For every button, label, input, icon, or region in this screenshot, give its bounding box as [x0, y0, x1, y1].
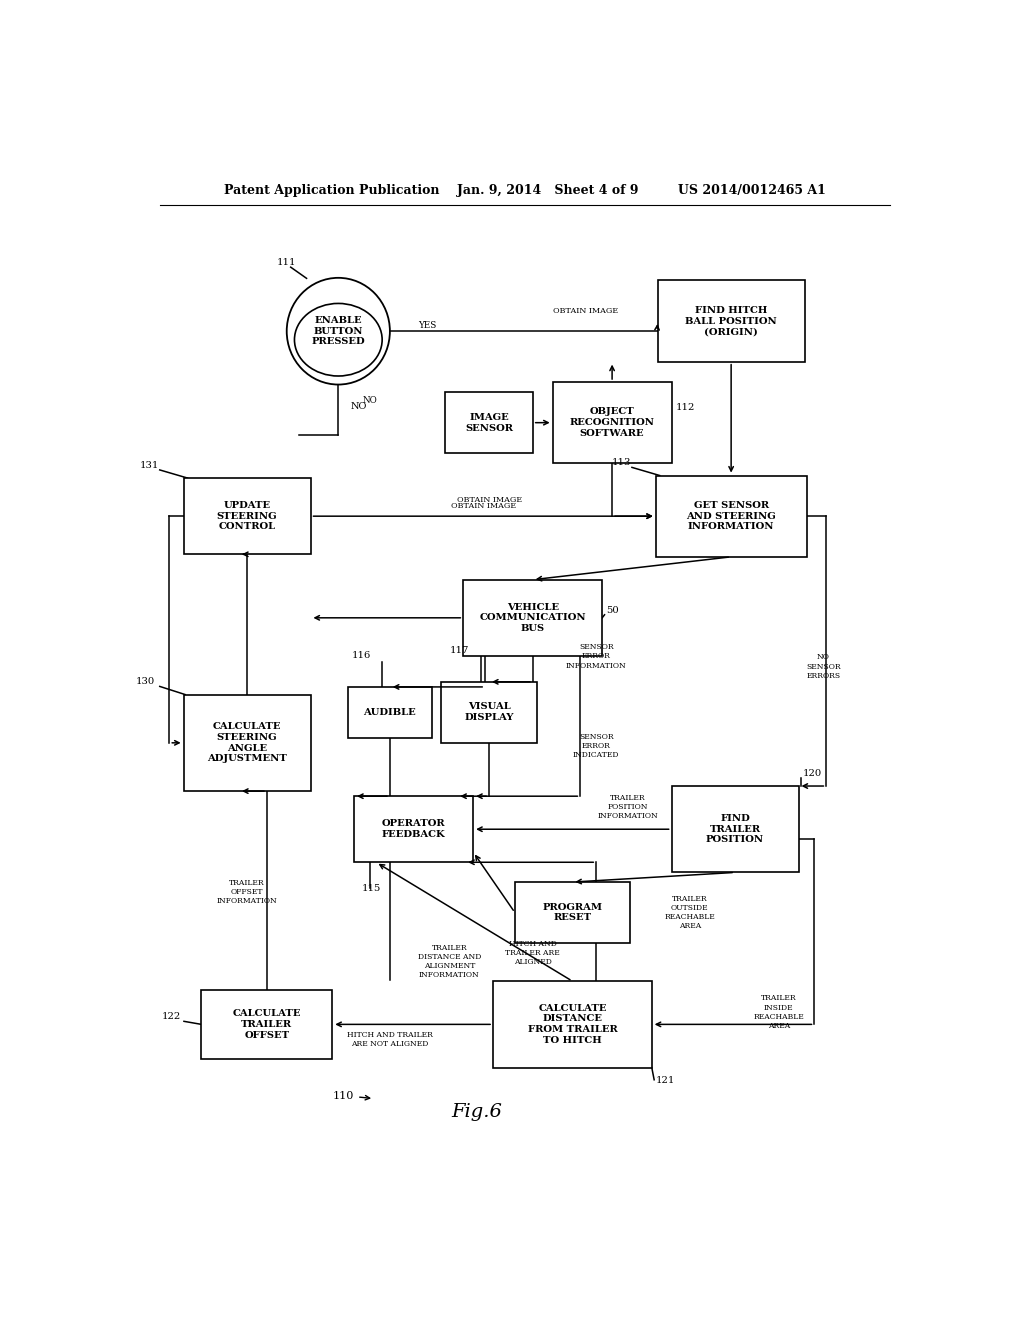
Text: OPERATOR
FEEDBACK: OPERATOR FEEDBACK	[382, 820, 445, 840]
Text: IMAGE
SENSOR: IMAGE SENSOR	[465, 413, 513, 433]
Text: CALCULATE
TRAILER
OFFSET: CALCULATE TRAILER OFFSET	[232, 1008, 301, 1040]
Text: SENSOR
ERROR
INDICATED: SENSOR ERROR INDICATED	[573, 733, 620, 759]
Text: OBTAIN IMAGE: OBTAIN IMAGE	[553, 308, 617, 315]
FancyBboxPatch shape	[463, 579, 602, 656]
Text: 112: 112	[676, 404, 695, 412]
Text: 113: 113	[612, 458, 632, 467]
Text: UPDATE
STEERING
CONTROL: UPDATE STEERING CONTROL	[217, 500, 278, 532]
Text: 130: 130	[136, 677, 156, 686]
Text: GET SENSOR
AND STEERING
INFORMATION: GET SENSOR AND STEERING INFORMATION	[686, 500, 776, 532]
Text: AUDIBLE: AUDIBLE	[364, 708, 417, 717]
FancyBboxPatch shape	[183, 694, 310, 791]
FancyBboxPatch shape	[657, 280, 805, 362]
Text: 121: 121	[655, 1076, 675, 1085]
Text: 120: 120	[803, 768, 822, 777]
Text: 111: 111	[278, 259, 297, 267]
Text: CALCULATE
DISTANCE
FROM TRAILER
TO HITCH: CALCULATE DISTANCE FROM TRAILER TO HITCH	[527, 1003, 617, 1045]
Text: TRAILER
POSITION
INFORMATION: TRAILER POSITION INFORMATION	[598, 793, 658, 820]
FancyBboxPatch shape	[655, 475, 807, 557]
FancyBboxPatch shape	[445, 392, 532, 453]
FancyBboxPatch shape	[202, 990, 333, 1059]
FancyBboxPatch shape	[354, 796, 473, 862]
Text: HITCH AND
TRAILER ARE
ALIGNED: HITCH AND TRAILER ARE ALIGNED	[506, 940, 560, 966]
Text: FIND HITCH
BALL POSITION
(ORIGIN): FIND HITCH BALL POSITION (ORIGIN)	[685, 306, 777, 337]
FancyBboxPatch shape	[348, 686, 431, 738]
Text: TRAILER
INSIDE
REACHABLE
AREA: TRAILER INSIDE REACHABLE AREA	[754, 994, 804, 1030]
Text: CALCULATE
STEERING
ANGLE
ADJUSTMENT: CALCULATE STEERING ANGLE ADJUSTMENT	[207, 722, 287, 763]
FancyBboxPatch shape	[441, 682, 537, 743]
Text: HITCH AND TRAILER
ARE NOT ALIGNED: HITCH AND TRAILER ARE NOT ALIGNED	[347, 1031, 433, 1048]
Text: NO: NO	[351, 403, 368, 412]
FancyBboxPatch shape	[515, 882, 630, 942]
FancyBboxPatch shape	[494, 981, 652, 1068]
Text: 122: 122	[162, 1012, 181, 1022]
Text: Patent Application Publication    Jan. 9, 2014   Sheet 4 of 9         US 2014/00: Patent Application Publication Jan. 9, 2…	[224, 185, 825, 198]
Text: OBJECT
RECOGNITION
SOFTWARE: OBJECT RECOGNITION SOFTWARE	[569, 408, 654, 438]
Text: Fig.6: Fig.6	[452, 1102, 503, 1121]
FancyBboxPatch shape	[672, 785, 799, 873]
Text: OBTAIN IMAGE: OBTAIN IMAGE	[458, 496, 522, 504]
Text: TRAILER
OUTSIDE
REACHABLE
AREA: TRAILER OUTSIDE REACHABLE AREA	[665, 895, 715, 931]
Text: VISUAL
DISPLAY: VISUAL DISPLAY	[464, 702, 514, 722]
Text: YES: YES	[418, 321, 436, 330]
Text: 117: 117	[450, 647, 469, 656]
Text: SENSOR
ERROR
INFORMATION: SENSOR ERROR INFORMATION	[566, 643, 627, 669]
Ellipse shape	[287, 277, 390, 384]
Ellipse shape	[295, 304, 382, 376]
Text: 110: 110	[333, 1090, 370, 1101]
Text: FIND
TRAILER
POSITION: FIND TRAILER POSITION	[706, 814, 764, 845]
Text: NO
SENSOR
ERRORS: NO SENSOR ERRORS	[806, 653, 841, 680]
Text: 50: 50	[606, 606, 618, 615]
FancyBboxPatch shape	[553, 381, 672, 463]
Text: 131: 131	[140, 461, 160, 470]
Text: TRAILER
DISTANCE AND
ALIGNMENT
INFORMATION: TRAILER DISTANCE AND ALIGNMENT INFORMATI…	[418, 944, 481, 979]
Text: OBTAIN IMAGE: OBTAIN IMAGE	[451, 502, 516, 510]
Text: TRAILER
OFFSET
INFORMATION: TRAILER OFFSET INFORMATION	[217, 879, 278, 906]
Text: 116: 116	[352, 652, 372, 660]
FancyBboxPatch shape	[183, 478, 310, 554]
Text: NO: NO	[362, 396, 378, 405]
Text: ENABLE
BUTTON
PRESSED: ENABLE BUTTON PRESSED	[311, 315, 366, 346]
Text: PROGRAM
RESET: PROGRAM RESET	[543, 903, 602, 923]
Text: 115: 115	[362, 883, 382, 892]
Text: VEHICLE
COMMUNICATION
BUS: VEHICLE COMMUNICATION BUS	[479, 602, 586, 634]
